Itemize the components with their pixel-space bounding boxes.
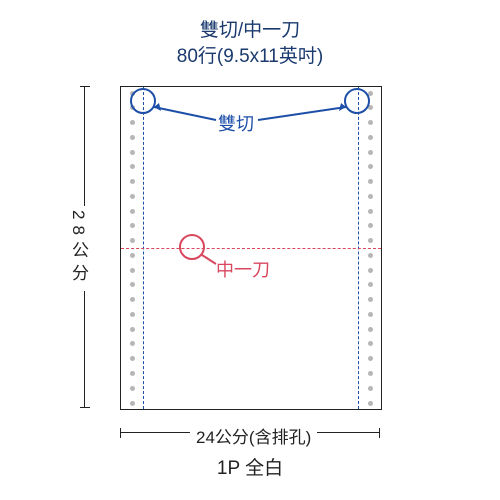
footer-spec: 1P 全白 (0, 453, 500, 480)
width-dimension-label: 24公分(含排孔) (190, 423, 317, 448)
height-dimension-label: 28公分 (66, 206, 91, 291)
center-cut-label: 中一刀 (216, 256, 270, 282)
